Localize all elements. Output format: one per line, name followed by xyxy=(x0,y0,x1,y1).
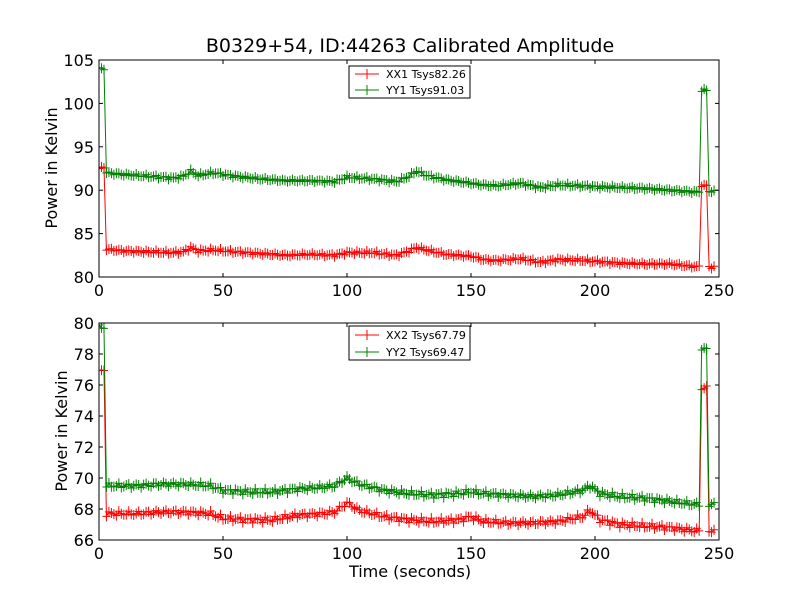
y-tick-label: 68 xyxy=(74,500,94,519)
y-tick-label: 80 xyxy=(74,268,94,287)
top-ticks: 0 50 100 150 200 250 80 85 90 95 100 105 xyxy=(63,51,734,300)
data-point xyxy=(99,323,108,334)
x-tick-label: 100 xyxy=(332,281,363,300)
bottom-y-axis-label: Power in Kelvin xyxy=(52,370,71,491)
y-tick-label: 105 xyxy=(63,51,94,70)
data-point xyxy=(695,261,704,272)
data-point xyxy=(603,515,612,526)
x-tick-label: 200 xyxy=(580,281,611,300)
data-point xyxy=(216,509,225,520)
x-tick-label: 150 xyxy=(456,281,487,300)
y-tick-label: 100 xyxy=(63,94,94,113)
data-point xyxy=(459,516,468,527)
data-point xyxy=(695,501,704,512)
top-plot-area xyxy=(99,62,719,274)
chart-title: B0329+54, ID:44263 Calibrated Amplitude xyxy=(206,35,614,57)
data-point xyxy=(593,485,602,496)
bottom-ticks: 0 50 100 150 200 250 66 68 70 72 74 76 78 80 xyxy=(74,314,735,563)
data-point xyxy=(695,525,704,536)
data-point xyxy=(417,486,426,497)
data-point xyxy=(702,85,711,96)
y-tick-label: 80 xyxy=(74,314,94,333)
data-point xyxy=(581,510,590,521)
x-tick-label: 200 xyxy=(580,544,611,563)
bottom-legend: XX2 Tsys67.79 YY2 Tsys69.47 xyxy=(348,325,471,361)
data-point xyxy=(449,491,458,502)
data-point xyxy=(268,516,277,527)
series-yy2 xyxy=(99,323,719,512)
x-tick-label: 50 xyxy=(213,544,233,563)
data-point xyxy=(437,513,446,524)
data-point xyxy=(236,512,245,523)
y-tick-label: 72 xyxy=(74,438,94,457)
bottom-panel: 0 50 100 150 200 250 66 68 70 72 74 76 78 80 Power in… xyxy=(52,314,734,581)
bottom-legend-label-yy2: YY2 Tsys69.47 xyxy=(385,346,464,359)
data-point xyxy=(593,510,602,521)
data-point xyxy=(628,489,637,500)
data-point xyxy=(99,64,108,75)
data-point xyxy=(625,522,634,533)
series-yy1 xyxy=(99,62,719,199)
top-legend: XX1 Tsys82.26 YY1 Tsys91.03 xyxy=(348,65,471,99)
data-point xyxy=(459,489,468,500)
x-tick-label: 150 xyxy=(456,544,487,563)
series-xx1 xyxy=(99,162,719,274)
top-legend-label-yy1: YY1 Tsys91.03 xyxy=(385,84,464,97)
data-point xyxy=(710,497,719,508)
x-tick-label: 0 xyxy=(94,544,104,563)
top-axes-frame xyxy=(98,59,720,278)
data-point xyxy=(238,489,247,500)
y-tick-label: 85 xyxy=(74,225,94,244)
data-point xyxy=(427,487,436,498)
y-tick-label: 66 xyxy=(74,531,94,550)
x-tick-label: 100 xyxy=(332,544,363,563)
y-tick-label: 76 xyxy=(74,376,94,395)
top-legend-label-xx1: XX1 Tsys82.26 xyxy=(386,68,466,81)
data-point xyxy=(702,343,711,354)
data-point xyxy=(258,517,267,528)
bottom-plot-area xyxy=(99,323,719,538)
data-point xyxy=(99,365,108,376)
top-panel: 0 50 100 150 200 250 80 85 90 95 100 105 Power in K… xyxy=(42,51,734,300)
data-point xyxy=(710,261,719,272)
bottom-axes-frame xyxy=(98,322,720,541)
data-point xyxy=(248,488,257,499)
y-tick-label: 78 xyxy=(74,345,94,364)
series-xx2 xyxy=(99,365,719,538)
bottom-legend-box xyxy=(348,325,471,361)
data-point xyxy=(226,511,235,522)
data-point xyxy=(648,518,657,529)
data-point xyxy=(710,524,719,535)
y-tick-label: 70 xyxy=(74,469,94,488)
data-point xyxy=(695,187,704,198)
data-point xyxy=(702,381,711,392)
top-y-axis-label: Power in Kelvin xyxy=(42,107,61,228)
x-axis-label: Time (seconds) xyxy=(348,562,471,581)
data-point xyxy=(638,490,647,501)
top-legend-box xyxy=(348,65,471,99)
data-point xyxy=(206,478,215,489)
y-tick-label: 74 xyxy=(74,407,94,426)
x-tick-label: 0 xyxy=(94,281,104,300)
y-tick-label: 90 xyxy=(74,181,94,200)
x-tick-label: 250 xyxy=(704,281,735,300)
y-tick-label: 95 xyxy=(74,138,94,157)
x-tick-label: 50 xyxy=(213,281,233,300)
data-point xyxy=(216,482,225,493)
bottom-legend-label-xx2: XX2 Tsys67.79 xyxy=(386,329,466,342)
x-tick-label: 250 xyxy=(704,544,735,563)
